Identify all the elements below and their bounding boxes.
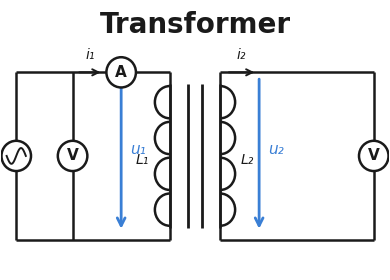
- Text: u₂: u₂: [268, 143, 284, 157]
- Circle shape: [58, 141, 87, 171]
- Text: L₂: L₂: [241, 153, 254, 167]
- Text: L₁: L₁: [136, 153, 149, 167]
- Text: i₂: i₂: [237, 48, 246, 62]
- Text: A: A: [115, 65, 127, 80]
- Circle shape: [2, 141, 31, 171]
- Text: V: V: [368, 148, 379, 164]
- Text: Transformer: Transformer: [99, 11, 291, 39]
- Text: i₁: i₁: [85, 48, 95, 62]
- Text: V: V: [67, 148, 78, 164]
- Circle shape: [359, 141, 388, 171]
- Circle shape: [106, 57, 136, 87]
- Text: u₁: u₁: [130, 143, 145, 157]
